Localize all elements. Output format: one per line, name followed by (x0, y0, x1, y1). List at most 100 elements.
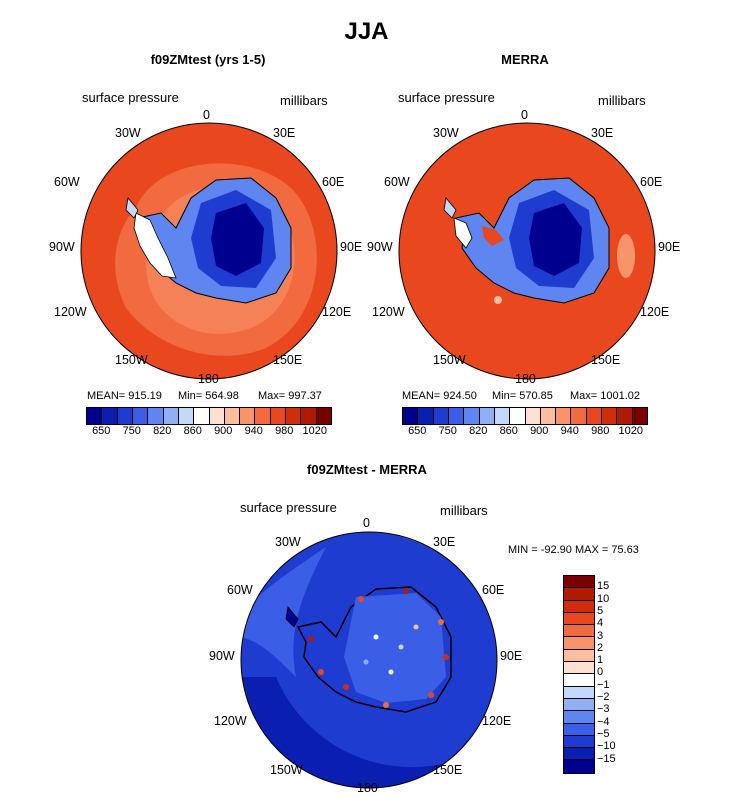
colorbar-swatch-diff (564, 760, 594, 773)
lon-label-30w-diff: 30W (275, 535, 301, 549)
antarctica-model (125, 177, 292, 304)
colorbar-tick-label-diff: −3 (597, 703, 610, 716)
lon-label-180-obs: 180 (515, 372, 536, 386)
colorbar-tick-label-diff: 5 (597, 604, 604, 617)
colorbar-swatch-obs (602, 408, 618, 424)
colorbar-ticks-model: 650 750 820 860 900 940 980 1020 (86, 425, 330, 439)
lon-label-120e-model: 120E (322, 305, 352, 319)
colorbar-swatch-model (255, 408, 271, 424)
colorbar-swatch-model (194, 408, 210, 424)
colorbar-tick-label-diff: 15 (597, 580, 610, 593)
units-label-obs: millibars (598, 93, 646, 108)
colorbar-swatch-diff (564, 612, 594, 626)
colorbar-swatch-model (87, 408, 103, 424)
lon-label-60w-obs: 60W (384, 175, 410, 189)
colorbar-swatch-diff (564, 735, 594, 749)
colorbar-tick-label-model: 1020 (302, 425, 327, 437)
lon-label-180-model: 180 (198, 372, 219, 386)
lon-label-30w-model: 30W (115, 126, 141, 140)
colorbar-swatch-diff (564, 711, 594, 724)
lon-label-60e-model: 60E (322, 175, 345, 189)
lon-label-90e-model: 90E (340, 240, 363, 254)
colorbar-tick-label-diff: −15 (597, 752, 616, 765)
colorbar-tick-label-diff: 4 (597, 617, 604, 630)
colorbar-tick-label-diff: 2 (597, 641, 604, 654)
colorbar-swatch-diff (564, 588, 594, 601)
stats-max-model: Max= 997.37 (258, 390, 322, 402)
colorbar-swatch-obs (479, 408, 495, 424)
colorbar-swatch-diff (564, 723, 594, 736)
colorbar-swatch-model (163, 408, 179, 424)
stats-mean-model: MEAN= 915.19 (87, 390, 162, 402)
colorbar-swatch-model (132, 408, 149, 424)
lon-label-150w-model: 150W (115, 353, 148, 367)
colorbar-swatch-obs (525, 408, 541, 424)
colorbar-swatch-obs (556, 408, 572, 424)
colorbar-swatch-model (102, 408, 118, 424)
colorbar-tick-label-model: 820 (153, 425, 172, 437)
antarctica-obs (443, 177, 610, 304)
lon-label-60w-diff: 60W (227, 583, 253, 597)
colorbar-tick-label-diff: −5 (597, 727, 610, 740)
colorbar-tick-label-diff: −4 (597, 715, 610, 728)
lon-label-150w-diff: 150W (270, 763, 303, 777)
colorbar-swatch-diff (564, 662, 594, 675)
colorbar-tick-label-model: 750 (122, 425, 141, 437)
colorbar-swatch-diff (564, 649, 594, 663)
colorbar-swatch-obs (632, 408, 647, 424)
colorbar-swatch-obs (540, 408, 557, 424)
colorbar-swatch-diff (564, 698, 594, 712)
lon-label-150e-obs: 150E (591, 353, 621, 367)
lon-label-60e-diff: 60E (482, 583, 505, 597)
lon-label-120w-diff: 120W (214, 714, 247, 728)
lon-label-150e-model: 150E (273, 353, 303, 367)
colorbar-tick-label-diff: 3 (597, 629, 604, 642)
colorbar-ticks-diff: 15 10 5 4 3 2 1 0 −1 −2 −3 −4 −5 −10 −15 (597, 575, 657, 775)
polar-map-model (80, 122, 338, 380)
lon-label-30e-model: 30E (273, 126, 296, 140)
lon-label-90w-diff: 90W (209, 649, 235, 663)
colorbar-tick-label-model: 900 (214, 425, 233, 437)
colorbar-tick-label-diff: 10 (597, 592, 610, 605)
main-title: JJA (344, 18, 389, 45)
stats-minmax-diff: MIN = -92.90 MAX = 75.63 (508, 544, 639, 556)
variable-label-obs: surface pressure (398, 90, 495, 105)
colorbar-swatch-obs (510, 408, 526, 424)
colorbar-swatch-obs (571, 408, 587, 424)
polar-map-obs (398, 122, 656, 380)
variable-label-model: surface pressure (82, 90, 179, 105)
lon-label-150e-diff: 150E (433, 763, 463, 777)
colorbar-tick-label-diff: −1 (597, 678, 610, 691)
colorbar-tick-label-obs: 980 (591, 425, 610, 437)
lon-label-90e-diff: 90E (500, 649, 523, 663)
colorbar-swatch-model (148, 408, 164, 424)
colorbar-tick-label-model: 980 (275, 425, 294, 437)
colorbar-swatch-obs (403, 408, 419, 424)
lon-label-120e-obs: 120E (640, 305, 670, 319)
stats-min-obs: Min= 570.85 (492, 390, 553, 402)
colorbar-tick-label-obs: 750 (438, 425, 457, 437)
polar-map-diff (240, 531, 498, 789)
colorbar-obs (402, 407, 648, 425)
colorbar-tick-label-diff: 1 (597, 654, 604, 667)
colorbar-swatch-obs (464, 408, 480, 424)
colorbar-tick-label-diff: −10 (597, 740, 616, 753)
colorbar-swatch-obs (586, 408, 603, 424)
panel-title-model: f09ZMtest (yrs 1-5) (150, 52, 266, 67)
colorbar-swatch-model (224, 408, 241, 424)
colorbar-swatch-obs (617, 408, 633, 424)
colorbar-swatch-obs (494, 408, 511, 424)
lon-label-90e-obs: 90E (658, 240, 681, 254)
colorbar-tick-label-obs: 860 (499, 425, 518, 437)
colorbar-tick-label-obs: 940 (560, 425, 579, 437)
lon-label-120w-model: 120W (54, 305, 87, 319)
colorbar-tick-label-model: 940 (244, 425, 263, 437)
variable-label-diff: surface pressure (240, 500, 337, 515)
panel-title-diff: f09ZMtest - MERRA (307, 462, 427, 477)
colorbar-swatch-model (209, 408, 225, 424)
lon-label-120w-obs: 120W (372, 305, 405, 319)
colorbar-swatch-model (286, 408, 302, 424)
colorbar-tick-label-obs: 1020 (618, 425, 643, 437)
lon-label-90w-model: 90W (49, 240, 75, 254)
colorbar-diff (563, 575, 595, 774)
